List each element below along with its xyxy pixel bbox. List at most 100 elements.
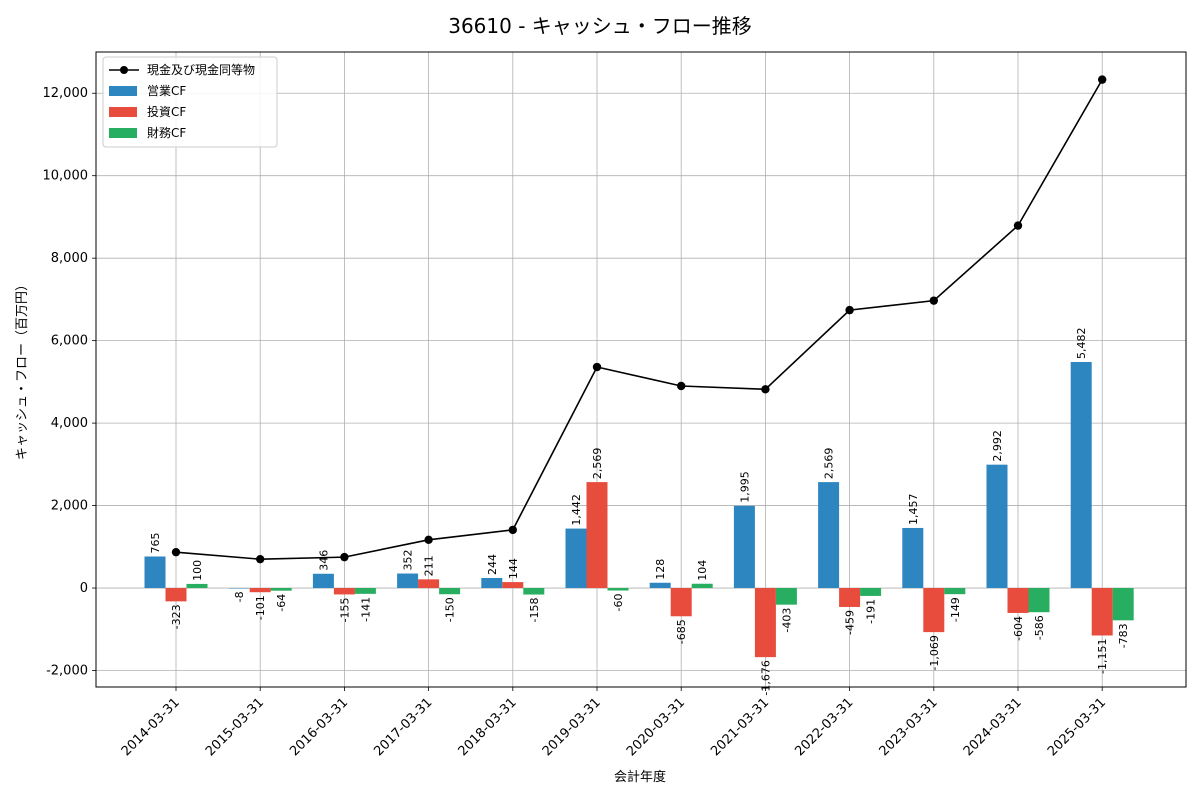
legend-bar-swatch [109,86,137,96]
bar-2-5 [607,588,629,591]
bar-data-label: 211 [423,555,436,576]
bar-data-label: -141 [359,597,372,622]
cash-line-point [845,305,854,315]
bar-1-3 [418,579,440,589]
x-tick-label: 2017-03-31 [371,695,435,759]
y-axis-label: キャッシュ・フロー（百万円） [15,278,30,460]
x-tick-label: 2014-03-31 [119,695,183,759]
bar-1-5 [586,482,608,589]
cash-line-point [340,552,349,562]
y-tick-label: 8,000 [51,251,88,266]
x-tick-label: 2023-03-31 [877,695,941,759]
bar-data-label: -323 [170,604,183,629]
y-tick-label: 6,000 [51,334,88,349]
x-tick-label: 2022-03-31 [792,695,856,759]
cash-line-point [424,535,433,544]
legend-marker [120,66,128,74]
data-labels: 765 -8 346 352 244 1,442 128 1,995 2,569 1,457 2,9… [149,327,1130,695]
bar-data-label: 2,992 [991,430,1004,462]
bar-data-label: -604 [1012,616,1025,641]
cash-line-point [256,554,265,564]
bar-0-10 [986,464,1008,589]
legend-bar-swatch [109,128,137,138]
y-tick-label: 10,000 [43,169,89,184]
chart-title: 36610 - キャッシュ・フロー推移 [448,14,752,38]
bar-data-label: 346 [317,550,330,571]
bar-0-9 [902,527,924,589]
bar-2-8 [860,588,882,596]
bar-data-label: -158 [528,598,541,623]
bar-2-0 [186,583,208,589]
y-tick-label: -2,000 [46,664,88,679]
axes: -2,000 0 2,000 4,000 6,000 8,000 10,000 12,000 2… [43,51,1187,759]
bar-1-2 [333,588,355,595]
bar-0-7 [733,505,755,589]
bar-data-label: -459 [844,610,857,635]
bar-1-8 [839,588,861,607]
bar-1-10 [1007,588,1029,613]
legend-label: 営業CF [147,84,186,98]
bar-0-4 [481,577,503,589]
bar-0-11 [1070,361,1092,589]
cash-line-point [592,362,602,372]
plot-frame [95,51,1187,688]
bar-data-label: -155 [338,597,351,622]
y-tick-label: 12,000 [43,86,89,101]
bar-2-4 [523,588,545,595]
legend-label: 投資CF [147,104,186,119]
bar-0-6 [649,582,671,589]
bar-data-label: -101 [254,595,267,620]
x-tick-label: 2016-03-31 [287,695,351,759]
cash-line-point [171,547,181,557]
legend-label: 現金及び現金同等物 [147,62,255,77]
bar-0-1 [228,588,250,589]
cash-line-path [175,79,1103,560]
x-tick-label: 2018-03-31 [456,695,520,759]
legend-box [102,56,278,148]
bar-0-8 [818,482,840,589]
bar-2-3 [439,588,461,595]
legend-bar-swatch [109,107,137,117]
bars [144,361,1134,658]
bar-data-label: 100 [191,560,204,581]
bar-1-0 [165,588,187,602]
bar-data-label: 128 [654,559,667,580]
cash-line-point [1098,75,1107,84]
bar-1-11 [1091,588,1113,636]
bar-data-label: -586 [1033,615,1046,640]
x-tick-label: 2024-03-31 [961,695,1025,759]
bar-data-label: -149 [949,597,962,622]
bar-0-0 [144,556,166,589]
bar-data-label: 244 [486,554,499,575]
bar-data-label: 2,569 [823,448,836,480]
y-tick-label: 4,000 [51,416,88,431]
bar-data-label: 1,995 [738,471,751,503]
cash-line [171,75,1107,564]
cash-line-point [508,525,517,535]
x-tick-label: 2015-03-31 [203,695,267,759]
bar-data-label: -685 [675,619,688,644]
bar-data-label: 765 [149,532,162,553]
bar-1-1 [249,588,271,593]
bar-data-label: 1,442 [570,494,583,526]
bar-1-9 [923,588,945,633]
y-tick-label: 0 [80,581,88,596]
bar-0-3 [397,573,419,589]
bar-0-2 [312,573,334,589]
bar-data-label: -150 [444,597,457,622]
bar-data-label: -191 [865,599,878,624]
bar-data-label: 144 [507,558,520,579]
cash-line-point [929,296,938,305]
bar-2-6 [691,583,713,589]
cash-line-point [677,381,686,391]
bar-1-6 [670,588,692,617]
bar-2-7 [775,588,797,605]
bar-0-5 [565,528,587,589]
bar-2-2 [354,588,376,594]
bar-data-label: -783 [1117,623,1130,648]
legend-label: 財務CF [147,125,186,140]
bar-data-label: -8 [233,591,246,602]
x-axis-label: 会計年度 [614,769,666,785]
